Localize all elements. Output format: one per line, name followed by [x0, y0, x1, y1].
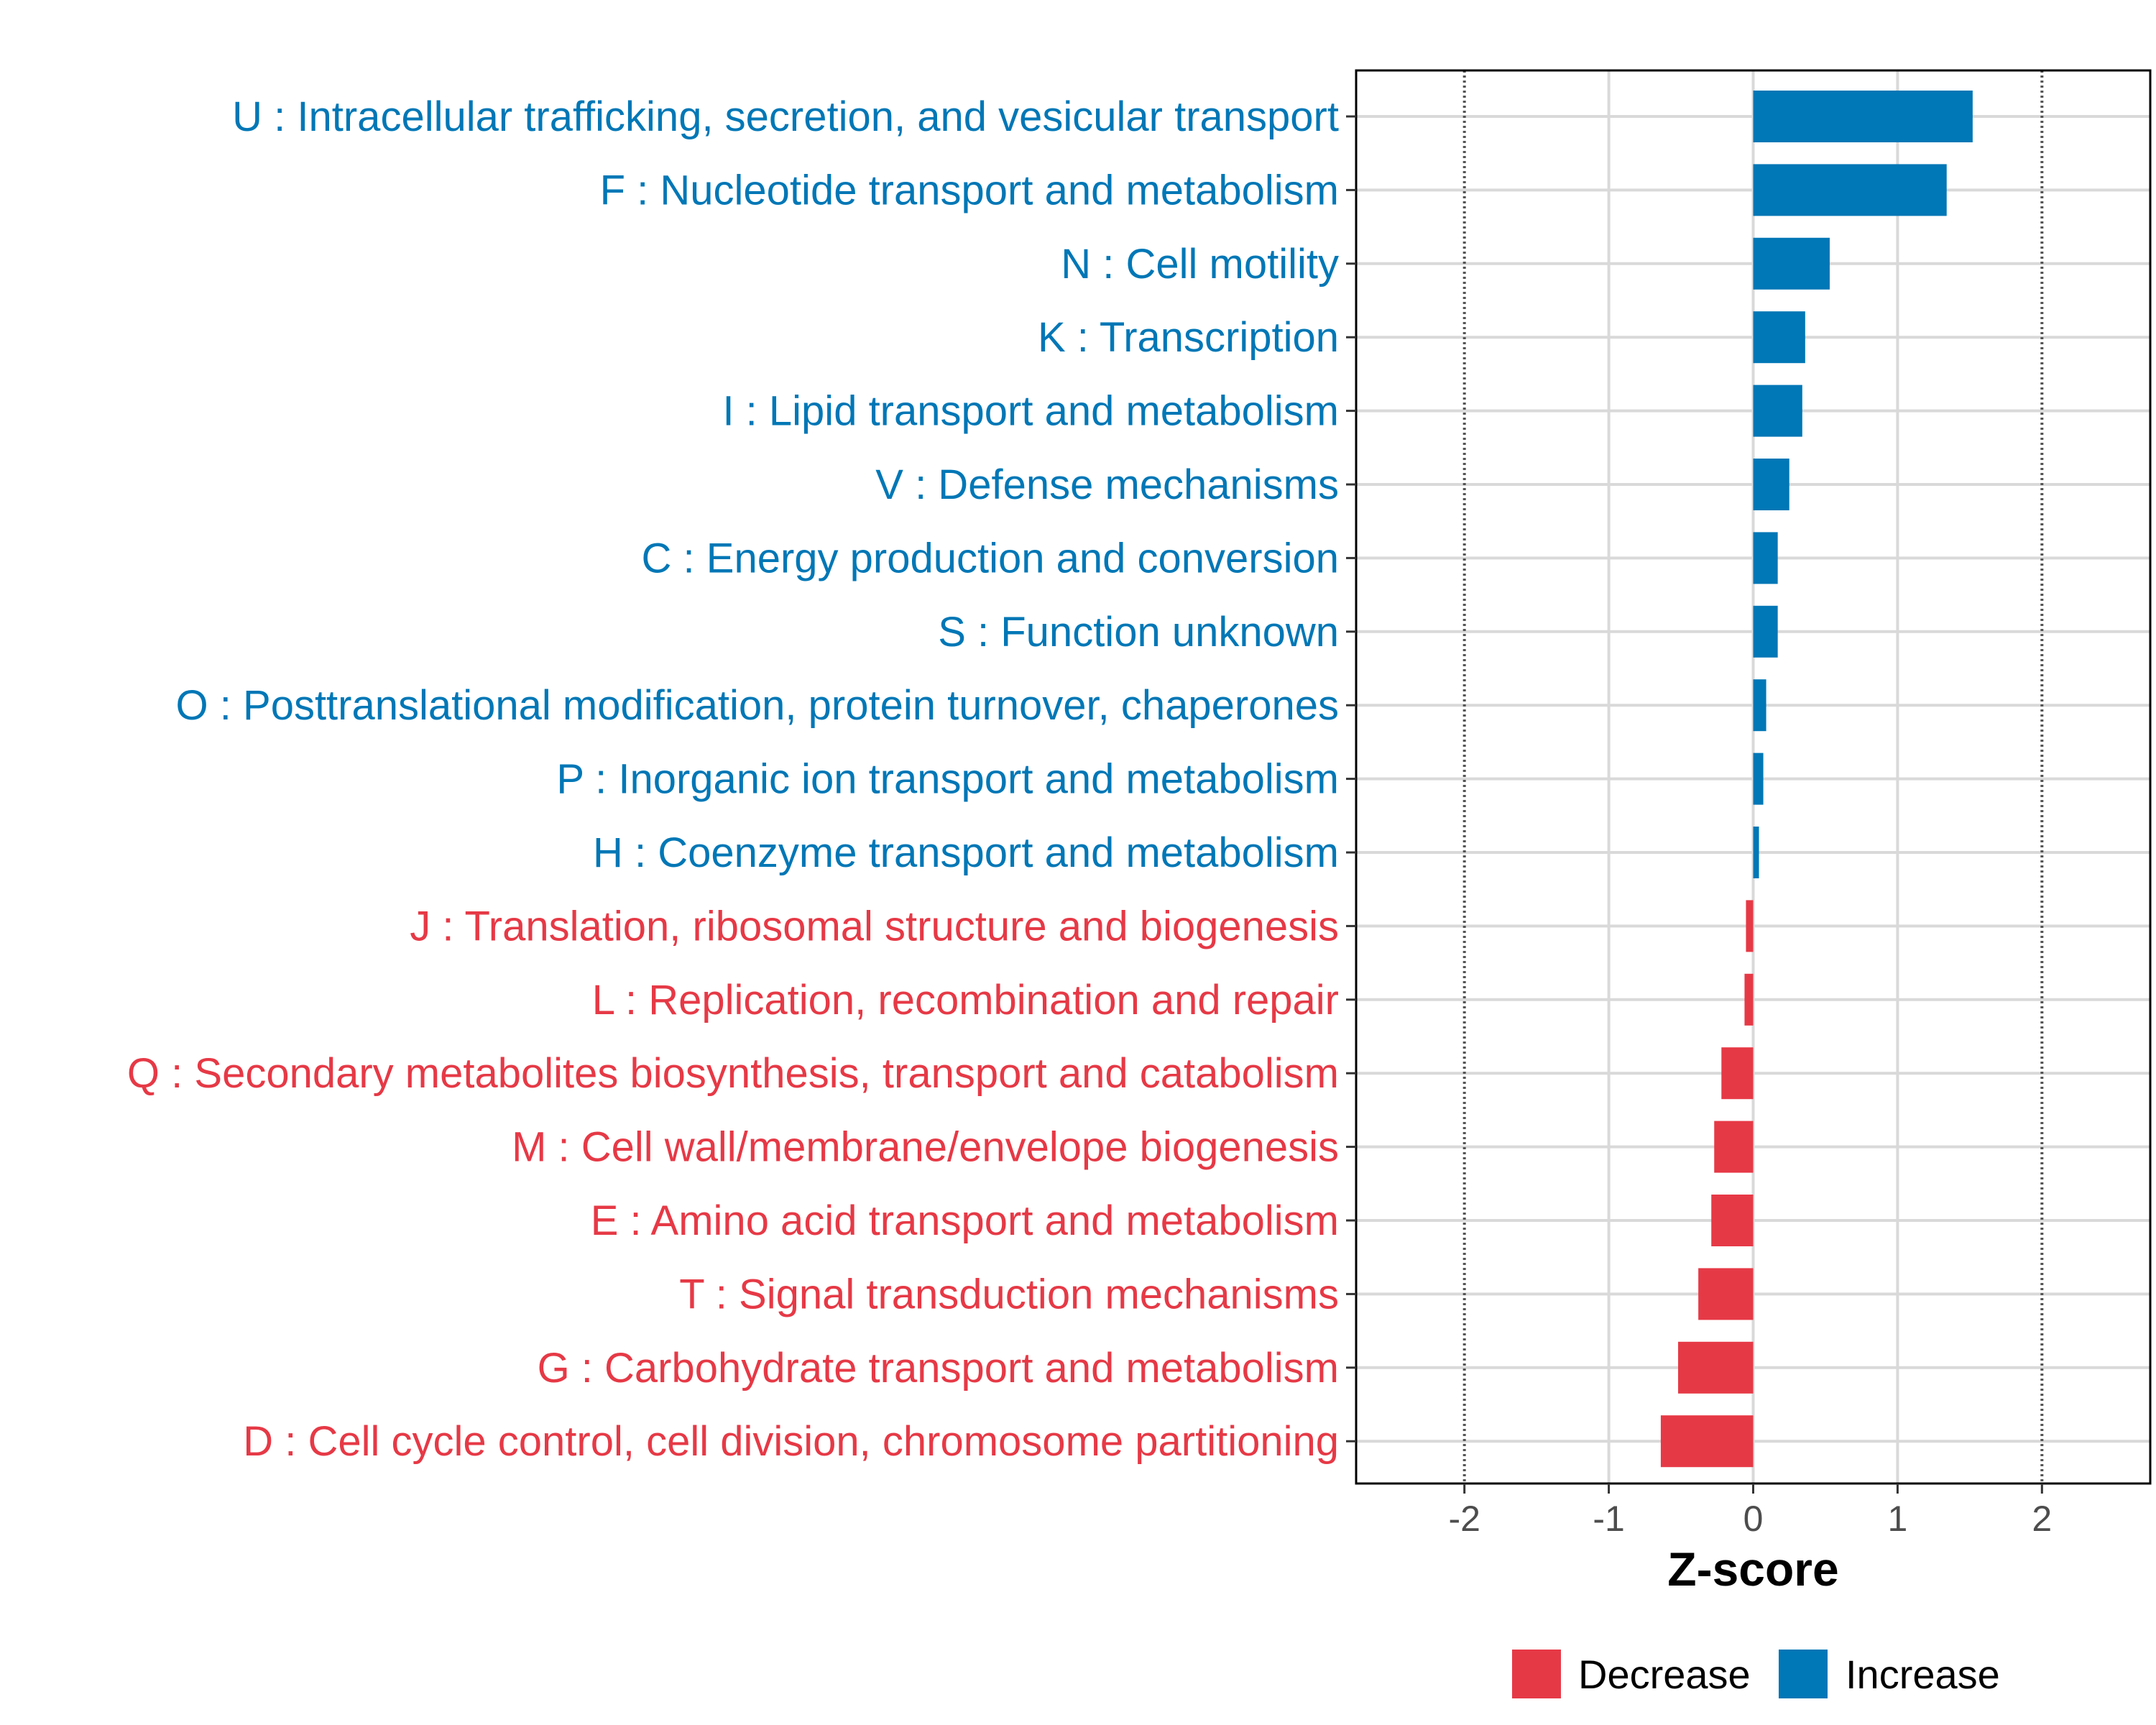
legend-swatch — [1779, 1650, 1828, 1698]
bar — [1660, 1415, 1754, 1468]
bar — [1753, 679, 1766, 732]
category-label: S : Function unknown — [938, 609, 1339, 656]
x-tick-label: -2 — [1448, 1499, 1480, 1539]
bar — [1753, 532, 1778, 584]
x-tick-label: 1 — [1888, 1499, 1908, 1539]
x-tick-label: 0 — [1743, 1499, 1764, 1539]
category-label: E : Amino acid transport and metabolism — [591, 1197, 1339, 1244]
category-label: D : Cell cycle control, cell division, c… — [243, 1418, 1339, 1465]
bar — [1753, 237, 1830, 290]
bar — [1753, 827, 1759, 878]
legend-item-increase: Increase — [1779, 1650, 2000, 1698]
bar — [1753, 91, 1973, 142]
bar — [1746, 900, 1754, 952]
category-label: Q : Secondary metabolites biosynthesis, … — [127, 1050, 1339, 1097]
category-label: F : Nucleotide transport and metabolism — [600, 167, 1339, 213]
bar — [1753, 164, 1947, 216]
category-label: H : Coenzyme transport and metabolism — [593, 829, 1339, 876]
category-label: U : Intracellular trafficking, secretion… — [232, 93, 1339, 140]
bar — [1753, 385, 1802, 437]
category-label: N : Cell motility — [1061, 241, 1339, 288]
bar — [1744, 973, 1754, 1026]
bar — [1753, 605, 1778, 658]
legend-label: Decrease — [1578, 1652, 1751, 1697]
bar — [1721, 1047, 1754, 1100]
category-label: C : Energy production and conversion — [642, 535, 1339, 581]
y-axis-ticks — [1346, 115, 1356, 1443]
category-label: J : Translation, ribosomal structure and… — [410, 903, 1339, 949]
bar — [1711, 1195, 1754, 1246]
category-label: T : Signal transduction mechanisms — [679, 1271, 1339, 1317]
legend-label: Increase — [1846, 1652, 2000, 1697]
category-label: P : Inorganic ion transport and metaboli… — [556, 756, 1339, 803]
bar — [1753, 753, 1764, 805]
legend-item-decrease: Decrease — [1512, 1650, 1751, 1698]
bars — [1660, 91, 1973, 1468]
bar — [1753, 459, 1789, 510]
y-axis-category-labels: U : Intracellular trafficking, secretion… — [127, 93, 1339, 1465]
category-label: K : Transcription — [1038, 314, 1339, 361]
bar — [1753, 311, 1805, 364]
category-label: V : Defense mechanisms — [875, 461, 1339, 508]
category-label: M : Cell wall/membrane/envelope biogenes… — [512, 1124, 1339, 1171]
x-tick-label: 2 — [2032, 1499, 2052, 1539]
x-axis-title: Z-score — [1667, 1542, 1838, 1596]
bar — [1714, 1121, 1754, 1173]
category-label: I : Lipid transport and metabolism — [722, 388, 1339, 435]
bar — [1678, 1341, 1754, 1394]
category-label: L : Replication, recombination and repai… — [592, 977, 1339, 1024]
legend: Decrease Increase — [1512, 1650, 2000, 1698]
x-axis-ticks: -2 -1 0 1 2 — [1448, 1484, 2052, 1539]
category-label: O : Posttranslational modification, prot… — [176, 682, 1339, 729]
category-label: G : Carbohydrate transport and metabolis… — [538, 1345, 1339, 1392]
x-tick-label: -1 — [1593, 1499, 1624, 1539]
bar — [1698, 1268, 1754, 1320]
legend-swatch — [1512, 1650, 1561, 1698]
